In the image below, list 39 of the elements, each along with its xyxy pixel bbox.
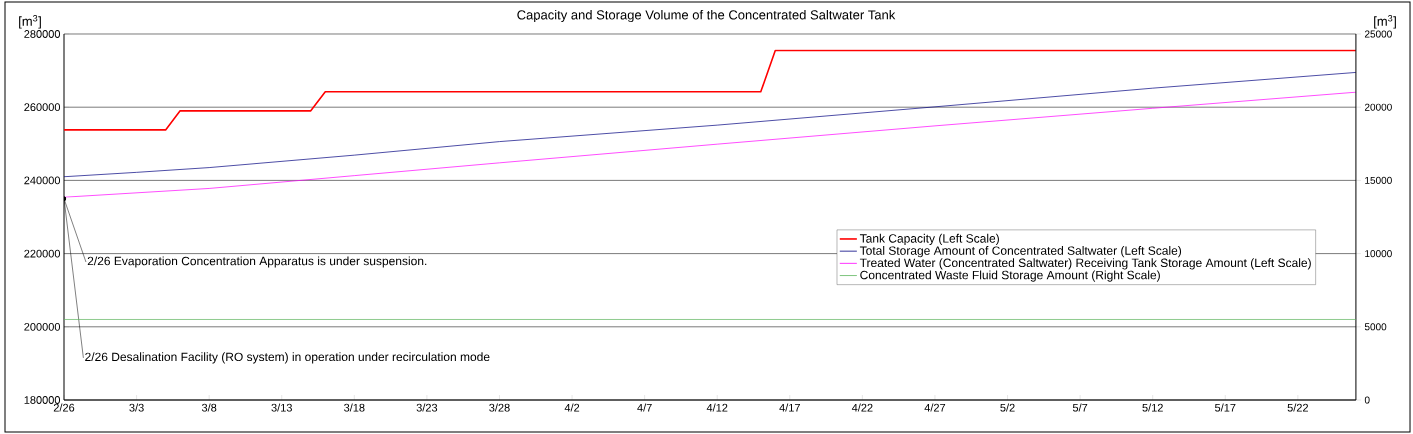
x-tick-label: 4/2 (564, 403, 580, 412)
x-tick-label: 4/12 (706, 403, 728, 412)
legend-label: Tank Capacity (Left Scale) (859, 233, 999, 246)
annotation: 2/26 Evaporation Concentration Apparatus is under suspension. (87, 256, 427, 268)
x-tick-label: 5/22 (1287, 403, 1308, 412)
y-tick-label: 260000 (24, 103, 61, 112)
x-tick-label: 3/23 (416, 403, 438, 412)
y2-tick-label: 10000 (1365, 250, 1392, 258)
x-tick-label: 4/7 (637, 403, 652, 412)
legend-label: Treated Water (Concentrated Saltwater) Receiving Tank Storage Amount (Left Scale) (859, 258, 1311, 270)
x-tick-label: 3/3 (129, 403, 144, 412)
y2-tick-label: 25000 (1364, 30, 1392, 38)
y-tick-label: 200000 (24, 322, 61, 331)
x-tick-label: 5/7 (1072, 403, 1088, 412)
y-tick-label: 240000 (24, 176, 61, 185)
y2-tick-label: 15000 (1365, 176, 1392, 184)
x-tick-label: 4/22 (851, 403, 873, 412)
y2-tick-label: 20000 (1364, 103, 1392, 111)
y-tick-label: 180000 (24, 396, 61, 404)
legend-label: Concentrated Waste Fluid Storage Amount (Right Scale) (860, 270, 1160, 282)
x-tick-label: 3/18 (344, 403, 365, 412)
x-tick-label: 5/17 (1215, 403, 1236, 412)
x-tick-label: 4/27 (924, 403, 946, 412)
x-tick-label: 2/26 (53, 403, 75, 412)
x-tick-label: 5/12 (1142, 403, 1163, 412)
annotation: 2/26 Desalination Facility (RO system) in operation under recirculation mode (85, 352, 490, 364)
y-tick-label: 280000 (24, 30, 61, 38)
y-axis-title: [m$^{3}$] (19, 15, 41, 29)
legend-label: Total Storage Amount of Concentrated Saltwater (Left Scale) (859, 246, 1182, 258)
x-tick-label: 3/28 (489, 403, 510, 412)
y-tick-label: 220000 (24, 249, 61, 258)
x-tick-label: 3/13 (271, 403, 292, 412)
y2-tick-label: 0 (1364, 396, 1370, 404)
x-tick-label: 5/2 (1000, 403, 1015, 412)
x-tick-label: 3/8 (201, 403, 217, 412)
y2-axis-title: [m$^{3}$] (1374, 15, 1396, 29)
y2-tick-label: 5000 (1364, 323, 1387, 331)
chart-title: Capacity and Storage Volume of the Concentrated Saltwater Tank (517, 9, 896, 23)
x-tick-label: 4/17 (779, 403, 800, 412)
